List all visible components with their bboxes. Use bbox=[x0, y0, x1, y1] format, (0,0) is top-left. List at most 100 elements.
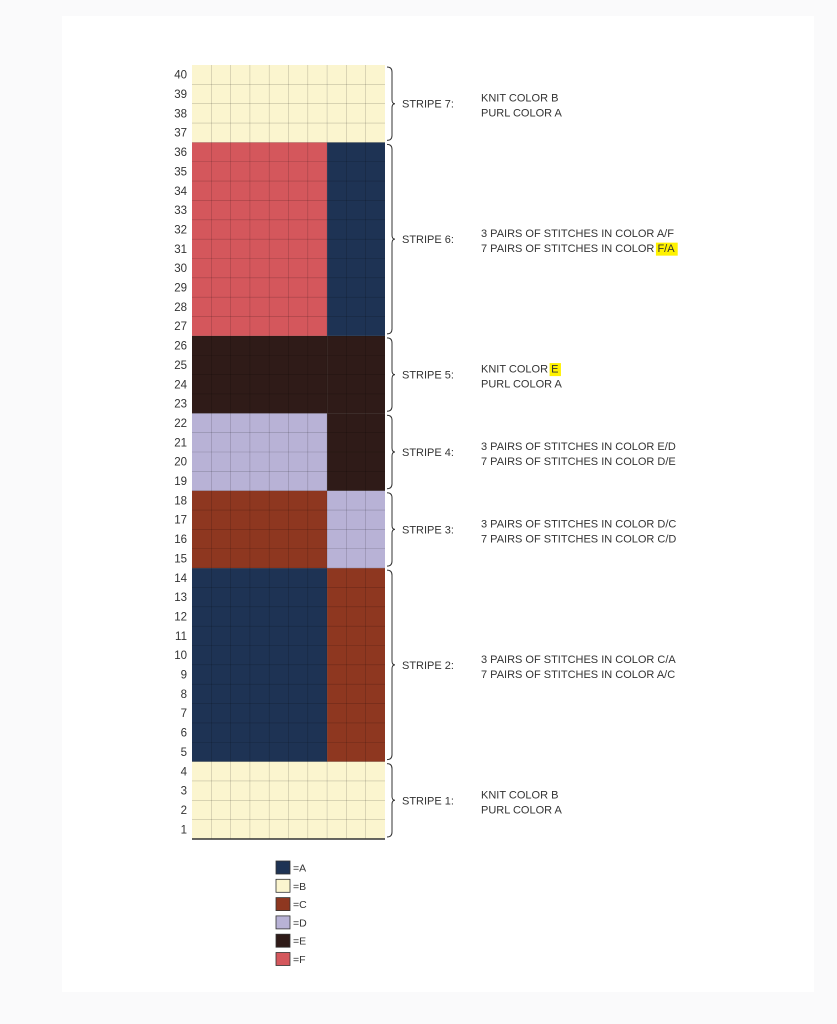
stripe-3-instruction-2: 7 PAIRS OF STITCHES IN COLOR C/D bbox=[481, 533, 676, 545]
chart-page bbox=[62, 16, 814, 992]
stripe-3-right-block bbox=[327, 490, 385, 569]
stripe-4-right-block bbox=[327, 413, 385, 491]
stripe-1-brace bbox=[386, 763, 396, 838]
row-number: 28 bbox=[174, 302, 187, 314]
row-number: 32 bbox=[174, 224, 187, 236]
row-number: 3 bbox=[181, 786, 187, 798]
stripe-7-instruction-1: KNIT COLOR B bbox=[481, 93, 558, 105]
stripe-7-brace bbox=[386, 66, 396, 141]
legend-swatch-F bbox=[275, 952, 291, 966]
color-legend: =A =B =C =D =E =F bbox=[275, 860, 307, 966]
stripe-4-instruction-2: 7 PAIRS OF STITCHES IN COLOR D/E bbox=[481, 456, 676, 468]
row-number: 19 bbox=[174, 476, 187, 488]
legend-label-A: =A bbox=[293, 863, 306, 875]
stitch-grid bbox=[192, 65, 385, 840]
row-number: 16 bbox=[174, 534, 187, 546]
stripe-5-instruction-1: KNIT COLOR E bbox=[481, 364, 558, 376]
stripe-3-instruction-1: 3 PAIRS OF STITCHES IN COLOR D/C bbox=[481, 518, 676, 530]
stripe-7-right-block bbox=[327, 65, 385, 143]
stripe-5-right-block bbox=[327, 335, 385, 414]
stripe-1-instruction-2: PURL COLOR A bbox=[481, 804, 563, 816]
legend-swatch-A bbox=[275, 860, 291, 875]
row-number: 23 bbox=[174, 399, 187, 411]
legend-label-C: =C bbox=[293, 899, 307, 911]
stripe-5-label: STRIPE 5: bbox=[402, 370, 454, 382]
row-number: 40 bbox=[174, 70, 187, 82]
stripe-6-brace bbox=[386, 143, 396, 335]
legend-label-F: =F bbox=[293, 954, 306, 966]
stripe-1-label: STRIPE 1: bbox=[402, 795, 454, 807]
row-number: 5 bbox=[181, 747, 187, 759]
row-numbers: 1234567891011121314151617181920212223242… bbox=[174, 70, 187, 837]
stripe-1-right-block bbox=[327, 761, 385, 839]
legend-label-D: =D bbox=[293, 917, 307, 929]
row-number: 35 bbox=[174, 166, 187, 178]
stripe-2-brace bbox=[386, 569, 396, 761]
row-number: 38 bbox=[174, 108, 187, 120]
stripe-2-instruction-2: 7 PAIRS OF STITCHES IN COLOR A/C bbox=[481, 669, 675, 681]
stripe-4-brace bbox=[386, 414, 396, 490]
stripe-6-highlight bbox=[655, 242, 678, 256]
row-number: 31 bbox=[174, 244, 187, 256]
row-number: 17 bbox=[174, 515, 187, 527]
stripe-2-instruction-1: 3 PAIRS OF STITCHES IN COLOR C/A bbox=[481, 654, 676, 666]
row-number: 9 bbox=[181, 670, 187, 682]
stripe-3-label: STRIPE 3: bbox=[402, 524, 454, 536]
row-number: 36 bbox=[174, 147, 187, 159]
legend-swatch-D bbox=[275, 915, 291, 930]
row-number: 22 bbox=[174, 418, 187, 430]
row-number: 30 bbox=[174, 263, 187, 275]
stripe-6-left-block bbox=[192, 142, 328, 336]
stripe-4-left-block bbox=[192, 413, 328, 491]
stripe-2-right-block bbox=[327, 568, 385, 762]
row-number: 14 bbox=[174, 573, 187, 585]
stripe-7-instruction-2: PURL COLOR A bbox=[481, 108, 563, 120]
stripe-2-label: STRIPE 2: bbox=[402, 660, 454, 672]
row-number: 2 bbox=[181, 805, 187, 817]
row-number: 13 bbox=[174, 592, 187, 604]
row-number: 15 bbox=[174, 553, 187, 565]
stripe-5-brace bbox=[386, 337, 396, 412]
stripe-7-label: STRIPE 7: bbox=[402, 99, 454, 111]
row-number: 37 bbox=[174, 128, 187, 140]
stripe-5-instruction-2: PURL COLOR A bbox=[481, 379, 563, 391]
legend-swatch-B bbox=[275, 878, 291, 893]
row-number: 20 bbox=[174, 457, 187, 469]
legend-swatch-C bbox=[275, 897, 291, 911]
row-number: 7 bbox=[181, 708, 187, 720]
row-number: 11 bbox=[175, 631, 187, 643]
row-number: 10 bbox=[174, 650, 187, 662]
row-number: 12 bbox=[174, 611, 187, 623]
stripe-6-instruction-2: 7 PAIRS OF STITCHES IN COLOR F/A bbox=[481, 243, 675, 255]
row-number: 24 bbox=[174, 379, 187, 391]
row-number: 18 bbox=[174, 495, 187, 507]
stripe-6-label: STRIPE 6: bbox=[402, 234, 454, 246]
row-number: 25 bbox=[174, 360, 187, 372]
stripe-annotations: STRIPE 1: KNIT COLOR B PURL COLOR A STRIPE … bbox=[386, 66, 678, 838]
stripe-4-label: STRIPE 4: bbox=[402, 447, 454, 459]
row-number: 33 bbox=[174, 205, 187, 217]
stripe-5-highlight bbox=[549, 363, 561, 377]
stripe-6-instruction-1: 3 PAIRS OF STITCHES IN COLOR A/F bbox=[481, 228, 674, 240]
stripe-7-left-block bbox=[192, 65, 328, 143]
row-number: 26 bbox=[174, 341, 187, 353]
stripe-3-left-block bbox=[192, 490, 328, 569]
stripe-5-left-block bbox=[192, 335, 328, 414]
stripe-1-left-block bbox=[192, 761, 328, 839]
legend-label-E: =E bbox=[293, 936, 306, 948]
row-number: 27 bbox=[174, 321, 187, 333]
row-number: 34 bbox=[174, 186, 187, 198]
row-number: 8 bbox=[181, 689, 187, 701]
legend-label-B: =B bbox=[293, 881, 306, 893]
stripe-1-instruction-1: KNIT COLOR B bbox=[481, 789, 558, 801]
row-number: 39 bbox=[174, 89, 187, 101]
stripe-4-instruction-1: 3 PAIRS OF STITCHES IN COLOR E/D bbox=[481, 441, 676, 453]
stripe-2-left-block bbox=[192, 568, 328, 762]
row-number: 4 bbox=[181, 766, 188, 778]
row-number: 21 bbox=[174, 437, 187, 449]
legend-swatch-E bbox=[275, 933, 291, 948]
stripe-6-right-block bbox=[327, 142, 385, 336]
row-number: 6 bbox=[181, 728, 187, 740]
stripe-3-brace bbox=[386, 492, 396, 567]
